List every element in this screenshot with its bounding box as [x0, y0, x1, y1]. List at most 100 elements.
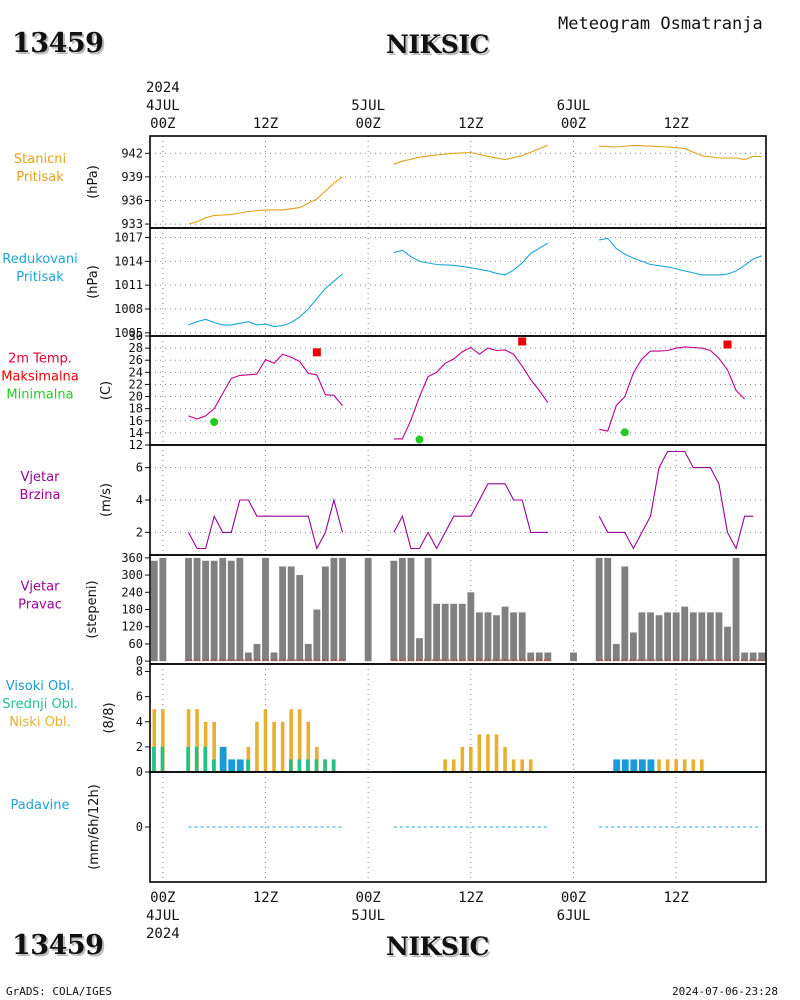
tmax-marker — [723, 340, 732, 349]
top-year-label: 2024 — [146, 80, 180, 96]
wind-direction-bar — [424, 557, 432, 662]
cloud-bar — [460, 746, 465, 772]
wind-direction-bar — [330, 557, 338, 662]
cloud-bar — [161, 709, 165, 772]
wind-direction-bar — [612, 643, 620, 662]
timestamp-text: 2024-07-06-23:28 — [672, 985, 778, 998]
series-line — [188, 273, 343, 328]
panel-reduced-pressure: 1005 1008 1011 1014 1017 Redukovani Pritisak (h… — [2, 227, 767, 340]
panel-station-pressure: 933 936 939 942 Stanicni Pritisak (hPa) — [14, 135, 767, 231]
y-tick-label: 60 — [129, 637, 143, 651]
wind-direction-bar — [501, 606, 509, 662]
wind-direction-bar — [475, 612, 483, 662]
wind-direction-bar — [510, 612, 518, 662]
y-tick-label: 1005 — [114, 326, 143, 340]
wind-direction-bar — [595, 557, 603, 662]
wind-direction-bar — [458, 603, 466, 662]
cloud-bar — [272, 721, 276, 772]
series-line — [599, 144, 762, 161]
series-line — [599, 237, 762, 276]
series-line — [598, 450, 754, 550]
station-id-bottom: 13459 — [12, 930, 104, 961]
wind-direction-bar — [732, 557, 740, 662]
y-tick-label: 0 — [136, 765, 143, 779]
bottom-date-label: 4JUL — [146, 908, 180, 924]
series-line — [188, 353, 343, 420]
wind-direction-bar — [433, 603, 441, 662]
y-tick-label: 4 — [136, 715, 143, 729]
wind-direction-bar — [527, 652, 535, 662]
wind-direction-bar — [185, 557, 192, 662]
wind-direction-bar — [219, 557, 227, 662]
wind-direction-bar — [296, 575, 304, 662]
wind-direction-bar — [313, 609, 321, 662]
panel-label-line: Pritisak — [16, 270, 64, 285]
bottom-time-tick-label: 12Z — [664, 890, 689, 906]
cloud-bar — [494, 734, 499, 772]
series-line — [188, 497, 344, 550]
tmax-marker — [312, 348, 321, 357]
cloud-bar — [255, 721, 259, 772]
cloud-bar — [212, 721, 216, 772]
top-time-tick-label: 00Z — [150, 116, 175, 132]
y-tick-label: 24 — [129, 365, 143, 379]
unit-label: (8/8) — [102, 702, 117, 733]
panel-label-line: Srednji Obl. — [2, 697, 77, 712]
panel-frame — [149, 771, 767, 883]
wind-direction-bar — [227, 560, 235, 662]
series-line — [393, 242, 549, 276]
wind-direction-bar — [150, 560, 158, 662]
wind-direction-bar — [416, 638, 423, 662]
bottom-time-tick-label: 12Z — [253, 890, 278, 906]
cloud-bar — [520, 759, 524, 772]
y-tick-label: 1011 — [114, 278, 143, 292]
series-line — [393, 144, 548, 165]
wind-direction-bar — [715, 612, 723, 662]
y-tick-label: 12 — [129, 438, 143, 452]
cloud-bar — [621, 759, 629, 772]
series-line — [599, 346, 745, 432]
bottom-time-tick-label: 00Z — [150, 890, 175, 906]
y-tick-label: 240 — [121, 585, 143, 599]
unit-label: (stepeni) — [85, 580, 100, 638]
bottom-date-label: 5JUL — [351, 908, 385, 924]
bottom-time-tick-label: 00Z — [561, 890, 586, 906]
panel-label-line: Visoki Obl. — [6, 679, 74, 694]
wind-direction-bar — [493, 615, 500, 662]
cloud-bar — [194, 746, 199, 772]
y-tick-label: 2 — [136, 525, 143, 539]
cloud-bar — [160, 746, 165, 772]
wind-direction-bar — [518, 612, 526, 662]
y-tick-label: 939 — [121, 170, 143, 184]
wind-direction-bar — [236, 557, 244, 662]
panel-label-line: Maksimalna — [1, 370, 79, 385]
wind-direction-bar — [698, 612, 706, 662]
cloud-bar — [219, 746, 227, 772]
cloud-bar — [443, 759, 447, 772]
cloud-bar — [613, 759, 621, 772]
y-tick-label: 120 — [121, 620, 143, 634]
wind-direction-bar — [270, 652, 278, 662]
panel-cloud-cover: 0 2 4 6 8 Visoki Obl. Srednji Obl. Niski Obl. (8… — [2, 663, 767, 779]
y-tick-label: 22 — [129, 377, 143, 391]
wind-direction-bar — [689, 612, 697, 662]
cloud-bar — [186, 709, 191, 772]
wind-direction-bar — [647, 612, 654, 662]
y-tick-label: 1008 — [114, 302, 143, 316]
cloud-bar — [246, 759, 250, 772]
y-tick-label: 26 — [129, 353, 143, 367]
cloud-bar — [451, 759, 456, 772]
cloud-bar — [211, 759, 216, 772]
wind-direction-bar — [244, 652, 252, 662]
chart-title: Meteogram Osmatranja — [558, 14, 763, 34]
y-tick-label: 936 — [121, 193, 143, 207]
top-time-tick-label: 12Z — [458, 116, 483, 132]
cloud-bar — [691, 759, 696, 772]
wind-direction-bar — [450, 603, 458, 662]
top-time-tick-label: 00Z — [561, 116, 586, 132]
wind-direction-bar — [364, 557, 372, 662]
cloud-bar — [288, 759, 293, 772]
